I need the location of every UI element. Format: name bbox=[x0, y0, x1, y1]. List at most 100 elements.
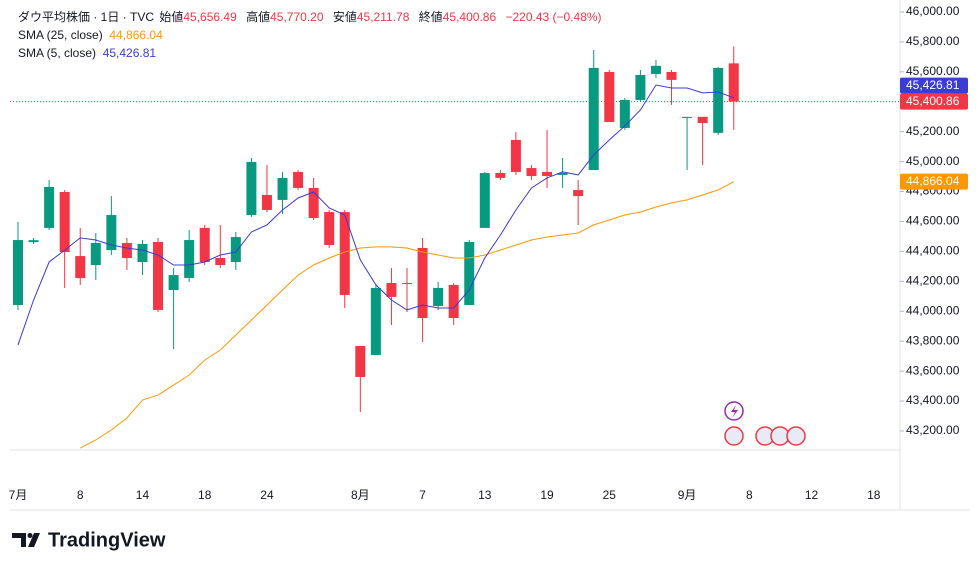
candle-body bbox=[386, 282, 397, 297]
x-tick-label: 8 bbox=[746, 488, 753, 502]
candle-body bbox=[137, 243, 148, 263]
legend-value: 45,426.81 bbox=[102, 46, 157, 60]
candle-body bbox=[355, 345, 366, 377]
y-tick-label: 43,400.00 bbox=[906, 393, 960, 407]
change-value: −220.43 (−0.48%) bbox=[505, 10, 602, 24]
candle-body bbox=[261, 194, 272, 210]
candle-body bbox=[184, 240, 195, 279]
candle-body bbox=[199, 227, 210, 263]
y-tick-label: 45,000.00 bbox=[906, 154, 960, 168]
legend: ダウ平均株価 · 1日 · TVC 始値45,656.49 高値45,770.2… bbox=[18, 8, 608, 62]
header-row: ダウ平均株価 · 1日 · TVC 始値45,656.49 高値45,770.2… bbox=[18, 8, 608, 26]
candle-body bbox=[417, 247, 428, 319]
candle-body bbox=[246, 161, 257, 216]
candle-body bbox=[666, 71, 677, 80]
candle-body bbox=[339, 212, 350, 295]
candle-body bbox=[573, 190, 584, 197]
sma-legend: SMA (25, close) 44,866.04 bbox=[18, 26, 608, 44]
sma-line bbox=[17, 84, 734, 346]
event-icons[interactable] bbox=[724, 401, 806, 446]
candle-body bbox=[277, 177, 288, 200]
candle-body bbox=[59, 192, 70, 253]
y-tick-label: 44,400.00 bbox=[906, 244, 960, 258]
logo-text: TradingView bbox=[48, 529, 166, 551]
x-tick-label: 8月 bbox=[351, 488, 370, 502]
y-tick-label: 44,600.00 bbox=[906, 214, 960, 228]
candle-body bbox=[464, 241, 475, 305]
logo-dot bbox=[27, 533, 33, 538]
open-label: 始値 bbox=[159, 10, 184, 24]
candle-body bbox=[448, 284, 459, 319]
candle-body bbox=[106, 215, 117, 251]
candle-body bbox=[28, 240, 39, 243]
candle-body bbox=[370, 287, 381, 355]
candle-body bbox=[650, 65, 661, 74]
candle-body bbox=[697, 116, 708, 124]
x-tick-label: 7月 bbox=[9, 488, 28, 502]
x-tick-label: 18 bbox=[198, 488, 212, 502]
y-tick-label: 46,000.00 bbox=[906, 4, 960, 18]
open-value: 45,656.49 bbox=[183, 10, 237, 24]
candle-body bbox=[293, 171, 304, 188]
candle-body bbox=[153, 241, 164, 310]
price-badge bbox=[900, 93, 968, 110]
candle-body bbox=[495, 172, 506, 178]
candle-body bbox=[168, 275, 179, 291]
x-tick-label: 12 bbox=[805, 488, 819, 502]
candle-body bbox=[75, 256, 86, 279]
y-tick-label: 45,600.00 bbox=[906, 64, 960, 78]
price-badge-label: 45,400.86 bbox=[906, 94, 960, 108]
y-tick-label: 43,600.00 bbox=[906, 363, 960, 377]
candle-body bbox=[121, 243, 132, 258]
candle-body bbox=[479, 172, 490, 228]
y-tick-label: 43,200.00 bbox=[906, 423, 960, 437]
candle-body bbox=[713, 67, 724, 133]
candle-body bbox=[402, 282, 412, 285]
header-title: ダウ平均株価 · 1日 · TVC bbox=[18, 10, 155, 24]
candle-body bbox=[230, 237, 241, 263]
candle-body bbox=[215, 257, 226, 266]
x-tick-label: 18 bbox=[867, 488, 881, 502]
candle-body bbox=[557, 172, 568, 175]
candle-body bbox=[308, 187, 319, 219]
event-icon[interactable] bbox=[786, 426, 806, 446]
candle-body bbox=[90, 243, 101, 266]
price-badge bbox=[900, 173, 968, 190]
high-value: 45,770.20 bbox=[270, 10, 324, 24]
x-tick-label: 13 bbox=[478, 488, 492, 502]
candle-body bbox=[510, 139, 521, 172]
candle-body bbox=[619, 99, 630, 128]
high-label: 高値 bbox=[246, 10, 271, 24]
x-tick-label: 25 bbox=[603, 488, 617, 502]
candle-body bbox=[44, 186, 55, 228]
price-badge bbox=[900, 77, 968, 94]
low-label: 安値 bbox=[332, 10, 357, 24]
event-icon[interactable] bbox=[724, 426, 744, 446]
y-tick-label: 45,800.00 bbox=[906, 34, 960, 48]
x-tick-label: 14 bbox=[136, 488, 150, 502]
candle-body bbox=[542, 171, 553, 176]
event-icon-glyph bbox=[731, 405, 738, 418]
candle-body bbox=[728, 63, 739, 102]
y-tick-label: 44,200.00 bbox=[906, 274, 960, 288]
legend-name: SMA (25, close) bbox=[18, 28, 103, 42]
price-badge-label: 45,426.81 bbox=[906, 78, 960, 92]
x-tick-label: 8 bbox=[77, 488, 84, 502]
logo[interactable]: TradingView bbox=[12, 529, 166, 551]
legend-name: SMA (5, close) bbox=[18, 46, 97, 60]
sma-legend: SMA (5, close) 45,426.81 bbox=[18, 44, 608, 62]
logo-mark bbox=[12, 533, 40, 547]
legend-value: 44,866.04 bbox=[109, 28, 163, 42]
candle-body bbox=[604, 71, 615, 122]
close-label: 終値 bbox=[418, 10, 443, 24]
price-badge-label: 44,866.04 bbox=[906, 174, 960, 188]
candle-body bbox=[682, 116, 693, 118]
candle-body bbox=[635, 74, 646, 100]
low-value: 45,211.78 bbox=[356, 10, 410, 24]
x-tick-label: 7 bbox=[419, 488, 426, 502]
candle-body bbox=[526, 168, 537, 176]
candle-body bbox=[324, 212, 335, 245]
candle-body bbox=[588, 67, 599, 171]
